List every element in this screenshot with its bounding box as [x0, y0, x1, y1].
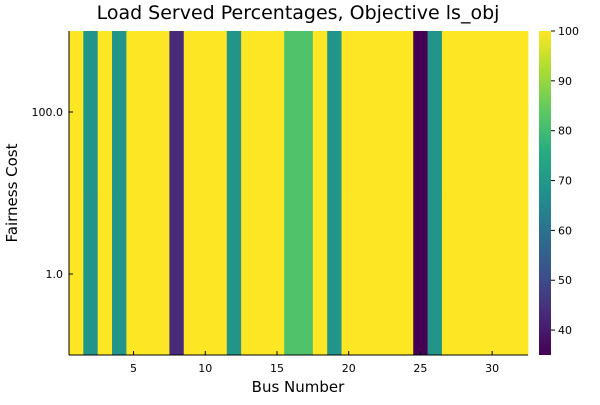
heatmap-cell [112, 31, 127, 194]
heatmap-cell [427, 31, 443, 194]
x-tick-label: 10 [198, 362, 212, 375]
colorbar-tick-label: 40 [558, 324, 572, 337]
heatmap-cell [484, 193, 500, 356]
heatmap-cell [169, 193, 185, 356]
heatmap-cell [155, 31, 170, 194]
heatmap-cell [140, 31, 156, 194]
heatmap-cell [312, 31, 328, 194]
heatmap-cell [513, 31, 529, 194]
heatmap-cell [198, 193, 213, 356]
heatmap-cell [198, 31, 213, 194]
heatmap-cell [112, 193, 127, 356]
heatmap-cell [83, 193, 99, 356]
heatmap-cell [413, 31, 428, 194]
heatmap-cell [69, 193, 84, 356]
heatmap-cell [226, 31, 242, 194]
heatmap-cell [83, 31, 99, 194]
x-ticks: 5 10 15 20 25 30 [130, 351, 499, 375]
heatmap-cell [212, 31, 228, 194]
heatmap-cell [484, 31, 500, 194]
x-tick-label: 15 [270, 362, 284, 375]
x-axis-title: Bus Number [252, 378, 345, 396]
x-tick-label: 5 [130, 362, 137, 375]
heatmap-cell [370, 193, 385, 356]
heatmap-cell [384, 31, 400, 194]
chart-title: Load Served Percentages, Objective ls_ob… [97, 2, 500, 24]
heatmap-cell [384, 193, 400, 356]
colorbar-tick-label: 80 [558, 125, 572, 138]
heatmap-cell [398, 193, 414, 356]
heatmap-cell [269, 31, 285, 194]
heatmap-cell [97, 193, 113, 356]
plot-axes [68, 31, 528, 356]
heatmap-cell [441, 31, 457, 194]
heatmap-cell [241, 31, 256, 194]
heatmap-cell [140, 193, 156, 356]
heatmap-cells [69, 31, 529, 356]
y-ticks: 1.0 100.0 [32, 106, 73, 281]
heatmap-cell [69, 31, 84, 194]
colorbar-tick-label: 70 [558, 175, 572, 188]
heatmap-cell [470, 193, 486, 356]
heatmap-cell [355, 193, 371, 356]
heatmap-cell [126, 31, 142, 194]
colorbar-tick-label: 50 [558, 274, 572, 287]
heatmap-cell [456, 193, 472, 356]
heatmap-cell [269, 193, 285, 356]
heatmap-cell [413, 193, 428, 356]
heatmap-cell [226, 193, 242, 356]
x-tick-label: 20 [342, 362, 356, 375]
heatmap-cell [513, 193, 529, 356]
heatmap-cell [298, 31, 314, 194]
colorbar-gradient [539, 31, 551, 355]
heatmap-cell [284, 31, 299, 194]
colorbar-tick-label: 90 [558, 75, 572, 88]
colorbar-tick-label: 100 [558, 25, 579, 38]
heatmap-cell [470, 31, 486, 194]
heatmap-cell [499, 31, 515, 194]
heatmap-cell [155, 193, 170, 356]
colorbar-ticks: 40 50 60 70 80 90 100 [551, 25, 579, 337]
heatmap-cell [312, 193, 328, 356]
heatmap-cell [456, 31, 472, 194]
heatmap-cell [284, 193, 299, 356]
heatmap-cell [126, 193, 142, 356]
heatmap-cell [370, 31, 385, 194]
heatmap-cell [183, 193, 199, 356]
heatmap-cell [241, 193, 256, 356]
heatmap-cell [97, 31, 113, 194]
y-tick-label: 1.0 [46, 268, 64, 281]
x-tick-label: 25 [413, 362, 427, 375]
heatmap-cell [255, 31, 271, 194]
heatmap-cell [427, 193, 443, 356]
heatmap-cell [327, 31, 342, 194]
heatmap-cell [341, 31, 357, 194]
x-tick-label: 30 [485, 362, 499, 375]
heatmap-cell [341, 193, 357, 356]
heatmap-cell [398, 31, 414, 194]
heatmap-cell [499, 193, 515, 356]
colorbar: 40 50 60 70 80 90 100 [539, 25, 579, 355]
heatmap-cell [355, 31, 371, 194]
heatmap-cell [441, 193, 457, 356]
y-tick-label: 100.0 [32, 106, 64, 119]
heatmap-cell [327, 193, 342, 356]
colorbar-tick-label: 60 [558, 224, 572, 237]
heatmap-cell [183, 31, 199, 194]
heatmap-cell [212, 193, 228, 356]
heatmap-cell [169, 31, 185, 194]
heatmap-cell [255, 193, 271, 356]
y-axis-title: Fairness Cost [3, 143, 21, 242]
heatmap-cell [298, 193, 314, 356]
